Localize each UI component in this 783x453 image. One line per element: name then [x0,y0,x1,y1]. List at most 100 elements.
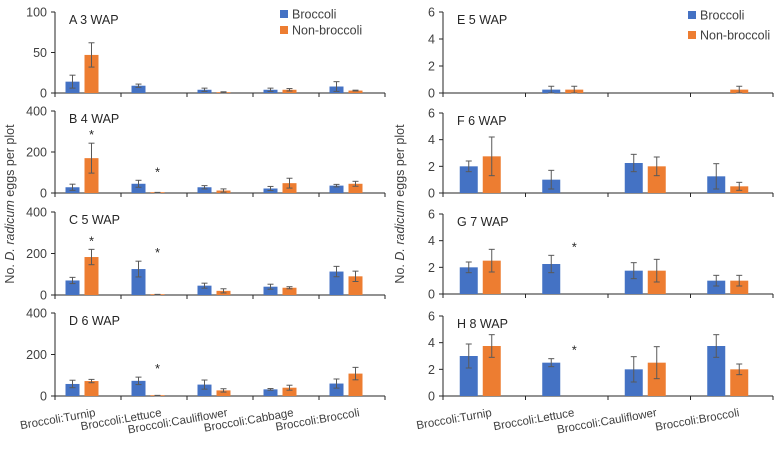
legend-swatch [280,10,288,18]
bar-non-broccoli [84,381,99,396]
legend-item-broccoli: Broccoli [688,9,744,23]
y-tick-label: 4 [428,336,435,350]
y-tick-label: 0 [40,187,47,201]
legend-label: Non-broccoli [700,29,770,43]
bar-non-broccoli [84,158,99,193]
bar-non-broccoli [348,90,363,93]
legend-swatch [688,31,696,39]
y-tick-label: 400 [26,307,47,321]
bar-broccoli [707,346,726,396]
y-label-prefix: No. [3,261,17,284]
significance-marker: * [572,239,577,254]
bar-broccoli [624,163,643,193]
bar-broccoli [131,85,146,93]
y-axis-label-text: No. D. radicum eggs per plot [3,124,17,284]
bar-broccoli [131,269,146,295]
bar-broccoli [65,280,80,295]
bar-broccoli [263,389,278,396]
bar-broccoli [131,183,146,193]
y-tick-label: 0 [428,288,435,302]
bar-broccoli [329,185,344,193]
legend-swatch [280,26,288,34]
bar-non-broccoli [647,362,666,396]
bar-non-broccoli [482,260,501,294]
bar-broccoli [542,362,561,396]
panel-c: 0 200 400 C 5 WAP * * [26,206,386,303]
y-tick-label: 400 [26,105,47,119]
y-tick-label: 4 [428,33,435,47]
bar-broccoli [459,166,478,193]
right-y-axis-label: No. D. radicum eggs per plot [393,124,407,284]
y-tick-label: 50 [33,46,47,60]
y-tick-label: 0 [40,87,47,101]
y-tick-label: 400 [26,206,47,220]
y-tick-label: 6 [428,208,435,222]
bar-broccoli [624,270,643,294]
panel-a: 0 50 100 A 3 WAP Broccoli Non-broccoli [26,6,386,101]
bar-non-broccoli [482,346,501,396]
bar-broccoli [624,369,643,396]
y-label-species: D. radicum [3,200,17,260]
y-axis-label-text: No. D. radicum eggs per plot [393,124,407,284]
y-tick-label: 200 [26,146,47,160]
bar-broccoli [459,356,478,396]
significance-marker: * [572,343,577,358]
legend-label: Broccoli [700,9,744,23]
legend-swatch [688,11,696,19]
bar-broccoli [131,380,146,396]
y-tick-label: 6 [428,107,435,121]
significance-marker: * [89,233,94,248]
bar-non-broccoli [348,183,363,193]
y-label-prefix: No. [393,261,407,284]
y-tick-label: 6 [428,310,435,324]
significance-marker: * [155,164,160,179]
bar-non-broccoli [216,390,231,396]
bar-broccoli [459,267,478,294]
panel-title: E 5 WAP [457,13,507,27]
y-tick-label: 6 [428,6,435,20]
legend-label: Non-broccoli [292,24,362,38]
bar-non-broccoli [84,257,99,295]
y-tick-label: 0 [40,289,47,303]
y-tick-label: 2 [428,261,435,275]
significance-marker: * [155,361,160,376]
legend-item-non-broccoli: Non-broccoli [688,29,770,43]
bar-broccoli [329,271,344,295]
bar-non-broccoli [730,280,749,294]
panel-title: D 6 WAP [69,314,120,328]
y-tick-label: 0 [428,87,435,101]
bar-broccoli [197,285,212,295]
panel-title: H 8 WAP [457,317,508,331]
y-tick-label: 200 [26,247,47,261]
bar-broccoli [197,187,212,193]
bar-broccoli [542,264,561,294]
bar-broccoli [65,383,80,396]
y-label-species: D. radicum [393,200,407,260]
panel-f: 0 2 4 6 F 6 WAP [428,107,774,201]
bar-non-broccoli [348,373,363,396]
legend-item-non-broccoli: Non-broccoli [280,24,362,38]
y-tick-label: 2 [428,60,435,74]
bar-broccoli [329,383,344,396]
y-tick-label: 2 [428,363,435,377]
y-tick-label: 4 [428,234,435,248]
bar-non-broccoli [282,387,297,396]
y-tick-label: 0 [428,390,435,404]
panel-title: C 5 WAP [69,213,120,227]
significance-marker: * [89,127,94,142]
bar-non-broccoli [282,287,297,295]
panel-e: 0 2 4 6 E 5 WAP Broccoli Non-broccoli [428,6,774,101]
bar-broccoli [707,280,726,294]
bar-non-broccoli [647,166,666,193]
y-label-suffix: eggs per plot [3,124,17,200]
y-tick-label: 2 [428,160,435,174]
legend-item-broccoli: Broccoli [280,8,336,22]
panel-title: A 3 WAP [69,13,119,27]
y-tick-label: 100 [26,6,47,20]
category-label: Broccoli:Turnip [416,407,493,432]
bar-non-broccoli [84,54,99,93]
